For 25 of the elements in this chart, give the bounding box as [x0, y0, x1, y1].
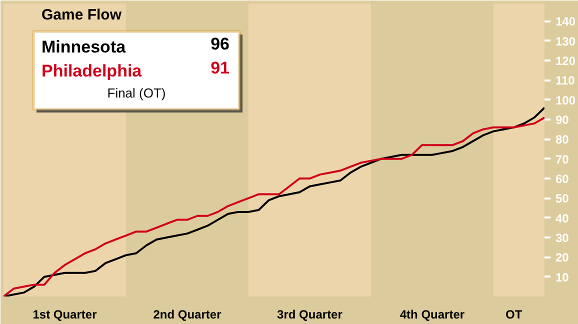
y-tick-label: 100	[556, 93, 576, 108]
x-tick-label: 4th Quarter	[400, 308, 465, 322]
x-tick-label: 2nd Quarter	[153, 308, 222, 322]
annotation: Final (OT)	[107, 86, 166, 100]
annotation: 91	[210, 58, 230, 78]
y-tick-label: 10	[556, 270, 570, 284]
y-tick-label: 70	[556, 152, 570, 166]
x-tick-label: 1st Quarter	[32, 308, 98, 322]
y-tick-label: 20	[556, 250, 570, 265]
y-tick-label: 90	[556, 113, 570, 128]
x-tick-label: 3rd Quarter	[277, 308, 343, 322]
y-tick-label: 140	[556, 14, 576, 29]
y-tick-label: 110	[556, 74, 576, 88]
y-tick-label: 30	[556, 231, 570, 246]
y-tick-label: 50	[556, 192, 570, 206]
y-tick-label: 80	[556, 132, 570, 147]
y-tick-label: 130	[556, 34, 576, 48]
text: Philadelphia	[42, 62, 142, 80]
y-tick-label: 120	[556, 54, 576, 68]
y-tick-label: 60	[556, 172, 570, 186]
x-tick-label: OT	[506, 308, 523, 322]
text: Minnesota	[42, 38, 126, 56]
chart-title: Game Flow	[42, 6, 122, 24]
y-tick-label: 40	[556, 211, 570, 226]
annotation: 96	[210, 34, 230, 54]
